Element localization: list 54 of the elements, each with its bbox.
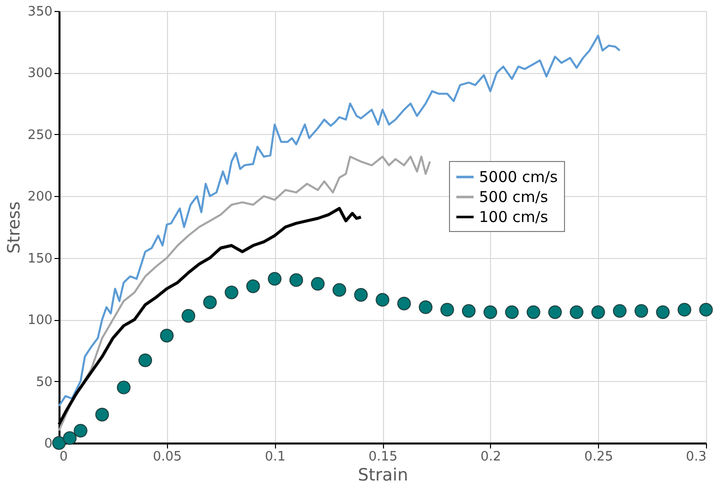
y-tick-label: 100 [28,313,52,328]
x-tick-label: 0.2 [480,450,502,464]
point [95,408,109,422]
x-tick-label: 0.05 [152,450,182,464]
point [699,302,713,317]
legend-label: 500 cm/s [479,188,548,206]
line-series [58,34,621,407]
x-tick-label: 0.1 [264,450,286,464]
point [138,353,152,368]
point [548,305,562,319]
y-tick-label: 350 [28,4,52,20]
y-axis-title: Stress [4,201,25,254]
point [332,283,346,297]
y-tick-label: 200 [28,190,52,205]
x-tick-label: 0.15 [368,450,398,464]
point [397,296,411,310]
point [182,309,196,323]
point [116,380,131,394]
point [74,424,88,438]
y-tick-label: 0 [44,436,52,452]
y-tick-label: 250 [28,128,52,143]
point [310,276,325,291]
point [376,293,390,307]
x-tick-label: 0 [60,450,68,464]
point [656,305,670,319]
point [570,305,584,319]
point [612,304,627,318]
legend-label: 5000 cm/s [479,168,558,186]
point [462,304,476,318]
point [634,304,648,318]
legend-label: 100 cm/s [479,208,548,226]
point [440,302,454,317]
x-axis-title: Strain [358,466,408,486]
point [268,272,282,286]
y-tick-label: 50 [36,374,52,390]
point [678,302,692,317]
point [526,305,540,319]
point [505,305,519,319]
point [418,300,432,314]
point [246,279,260,294]
point [354,288,368,302]
y-tick-label: 300 [28,66,52,82]
line-series [58,156,431,432]
point [62,431,77,445]
point [289,273,304,287]
point [484,305,498,319]
point [224,286,238,300]
y-tick-label: 150 [28,251,52,266]
x-tick-label: 0.25 [584,450,614,464]
point [52,436,66,450]
point [591,305,605,319]
point [203,295,217,310]
x-tick-label: 0.3 [686,450,706,464]
point [160,328,174,342]
